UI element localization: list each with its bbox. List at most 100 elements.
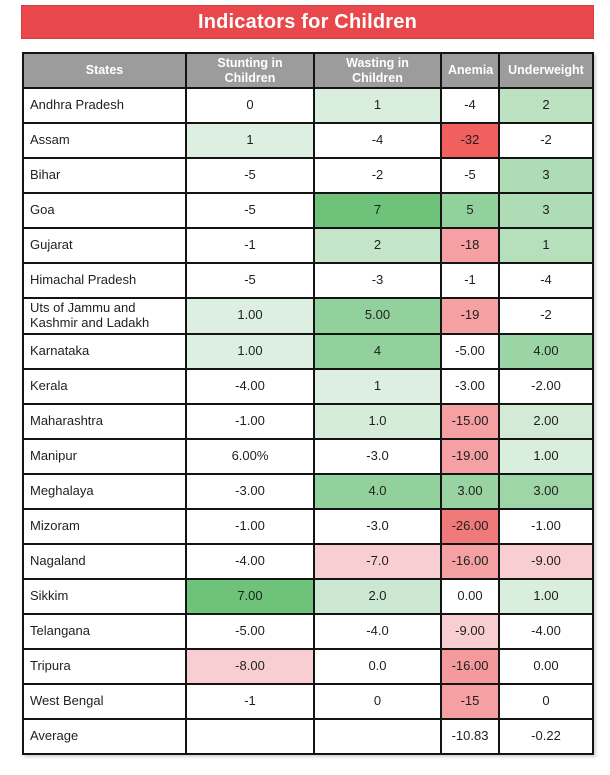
table-row: Telangana -5.00 -4.0 -9.00 -4.00 <box>22 612 594 650</box>
table-row: Sikkim 7.00 2.0 0.00 1.00 <box>22 577 594 615</box>
value-cell <box>185 717 315 755</box>
value-cell: 5 <box>440 192 500 229</box>
value-cell: 1.00 <box>185 332 315 370</box>
value-cell: -2 <box>498 297 594 335</box>
table-row: Karnataka 1.00 4 -5.00 4.00 <box>22 332 594 370</box>
value-cell: -3.0 <box>313 507 442 545</box>
value-cell: -7.0 <box>313 542 442 580</box>
column-header-states: States <box>22 52 187 89</box>
state-name-cell: Karnataka <box>22 332 187 370</box>
value-cell: -5 <box>185 192 315 229</box>
value-cell: -3.0 <box>313 437 442 475</box>
value-cell: 3.00 <box>498 472 594 510</box>
value-cell: 1.00 <box>498 577 594 615</box>
value-cell: -1 <box>185 227 315 264</box>
value-cell: 3 <box>498 157 594 194</box>
value-cell: -4.0 <box>313 612 442 650</box>
value-cell: -19 <box>440 297 500 335</box>
state-name-cell: Nagaland <box>22 542 187 580</box>
value-cell: 0.00 <box>498 647 594 685</box>
value-cell: 1 <box>313 87 442 124</box>
value-cell: -4.00 <box>185 367 315 405</box>
value-cell: -1 <box>185 682 315 720</box>
value-cell: -15 <box>440 682 500 720</box>
value-cell: 6.00% <box>185 437 315 475</box>
value-cell: -5.00 <box>440 332 500 370</box>
value-cell: -4.00 <box>185 542 315 580</box>
value-cell: -8.00 <box>185 647 315 685</box>
table-row: Maharashtra -1.00 1.0 -15.00 2.00 <box>22 402 594 440</box>
value-cell: -9.00 <box>498 542 594 580</box>
value-cell: -1.00 <box>498 507 594 545</box>
title-banner: Indicators for Children <box>21 5 594 39</box>
state-name-cell: Uts of Jammu and Kashmir and Ladakh <box>22 297 187 335</box>
table-row: Bihar -5 -2 -5 3 <box>22 157 594 194</box>
value-cell: -9.00 <box>440 612 500 650</box>
table-row: Nagaland -4.00 -7.0 -16.00 -9.00 <box>22 542 594 580</box>
value-cell: -4 <box>440 87 500 124</box>
table-row: West Bengal -1 0 -15 0 <box>22 682 594 720</box>
table-row: Andhra Pradesh 0 1 -4 2 <box>22 87 594 124</box>
value-cell: 3.00 <box>440 472 500 510</box>
value-cell: 1.00 <box>185 297 315 335</box>
value-cell: 5.00 <box>313 297 442 335</box>
value-cell: -26.00 <box>440 507 500 545</box>
state-name-cell: Meghalaya <box>22 472 187 510</box>
state-name-cell: West Bengal <box>22 682 187 720</box>
value-cell: 2 <box>313 227 442 264</box>
table-row: Kerala -4.00 1 -3.00 -2.00 <box>22 367 594 405</box>
value-cell: -5 <box>440 157 500 194</box>
table-row: Assam 1 -4 -32 -2 <box>22 122 594 159</box>
value-cell: -19.00 <box>440 437 500 475</box>
value-cell: -5 <box>185 262 315 299</box>
state-name-cell: Manipur <box>22 437 187 475</box>
column-header-wasting-in-children: Wasting in Children <box>313 52 442 89</box>
value-cell: -16.00 <box>440 542 500 580</box>
state-name-cell: Tripura <box>22 647 187 685</box>
value-cell: 1 <box>498 227 594 264</box>
column-header-stunting-in-children: Stunting in Children <box>185 52 315 89</box>
value-cell: -3.00 <box>185 472 315 510</box>
header-row: States Stunting in Children Wasting in Chi… <box>22 52 594 89</box>
value-cell: 0.0 <box>313 647 442 685</box>
table-row: Meghalaya -3.00 4.0 3.00 3.00 <box>22 472 594 510</box>
state-name-cell: Andhra Pradesh <box>22 87 187 124</box>
value-cell: 1.0 <box>313 402 442 440</box>
value-cell: -3 <box>313 262 442 299</box>
value-cell: -4.00 <box>498 612 594 650</box>
table-body: Andhra Pradesh 0 1 -4 2 Assam 1 -4 -32 -2 Bihar -5-… <box>22 87 594 755</box>
value-cell: 0 <box>185 87 315 124</box>
value-cell: -2 <box>313 157 442 194</box>
table-row: Average -10.83 -0.22 <box>22 717 594 755</box>
table-row: Goa -5 7 5 3 <box>22 192 594 229</box>
value-cell: 0 <box>313 682 442 720</box>
value-cell: 1 <box>185 122 315 159</box>
value-cell: -15.00 <box>440 402 500 440</box>
state-name-cell: Himachal Pradesh <box>22 262 187 299</box>
value-cell: 4 <box>313 332 442 370</box>
value-cell: -18 <box>440 227 500 264</box>
value-cell: 1.00 <box>498 437 594 475</box>
value-cell: -5 <box>185 157 315 194</box>
state-name-cell: Gujarat <box>22 227 187 264</box>
state-name-cell: Goa <box>22 192 187 229</box>
value-cell: -1.00 <box>185 507 315 545</box>
value-cell: 0.00 <box>440 577 500 615</box>
value-cell: 2.00 <box>498 402 594 440</box>
table-header: States Stunting in Children Wasting in Chi… <box>22 52 594 89</box>
table-row: Mizoram -1.00 -3.0 -26.00 -1.00 <box>22 507 594 545</box>
table-row: Gujarat -1 2 -18 1 <box>22 227 594 264</box>
state-name-cell: Average <box>22 717 187 755</box>
column-header-anemia: Anemia <box>440 52 500 89</box>
value-cell: 7.00 <box>185 577 315 615</box>
value-cell: -4 <box>498 262 594 299</box>
value-cell: -16.00 <box>440 647 500 685</box>
table-row: Himachal Pradesh -5 -3 -1 -4 <box>22 262 594 299</box>
state-name-cell: Sikkim <box>22 577 187 615</box>
value-cell: -3.00 <box>440 367 500 405</box>
state-name-cell: Maharashtra <box>22 402 187 440</box>
table-row: Tripura -8.00 0.0 -16.00 0.00 <box>22 647 594 685</box>
value-cell: -2 <box>498 122 594 159</box>
value-cell: 3 <box>498 192 594 229</box>
value-cell: -1.00 <box>185 402 315 440</box>
